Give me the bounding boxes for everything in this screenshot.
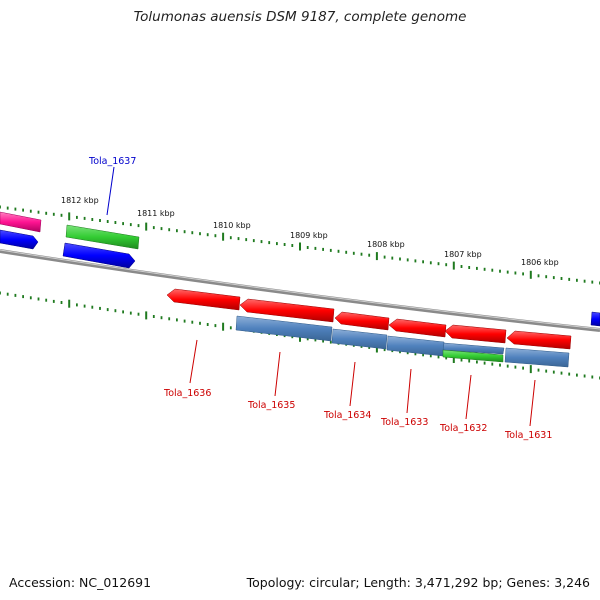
gene-labels: Tola_1637 Tola_1636 Tola_1635 Tola_1634 … (88, 156, 552, 441)
feature-tola-1635[interactable] (239, 298, 335, 323)
feature-blue-cds-left[interactable] (0, 229, 39, 250)
map-title: Tolumonas auensis DSM 9187, complete gen… (133, 9, 467, 25)
genome-backbone (0, 249, 600, 332)
forward-strand-features (0, 211, 140, 269)
feature-tola-1633[interactable] (388, 318, 447, 338)
label-tola-1636[interactable]: Tola_1636 (163, 388, 211, 399)
gene-tola-1631[interactable] (504, 347, 570, 368)
gene-tola-1635[interactable] (235, 315, 333, 342)
label-leaders (106, 166, 536, 427)
feature-blue-cds[interactable] (62, 242, 136, 269)
feature-tola-1634[interactable] (334, 311, 390, 331)
reverse-strand-features (166, 288, 600, 368)
label-tola-1632[interactable]: Tola_1632 (439, 423, 487, 434)
kbp-label-1812: 1812 kbp (61, 196, 99, 205)
kbp-label-1810: 1810 kbp (213, 221, 251, 230)
label-tola-1634[interactable]: Tola_1634 (323, 410, 371, 421)
feature-tola-1632[interactable] (444, 324, 507, 344)
kbp-label-1807: 1807 kbp (444, 250, 482, 259)
gene-tola-1634[interactable] (331, 328, 388, 350)
label-tola-1635[interactable]: Tola_1635 (247, 400, 295, 411)
kbp-label-1811: 1811 kbp (137, 209, 175, 218)
label-tola-1631[interactable]: Tola_1631 (504, 430, 552, 441)
topology-text: Topology: circular; Length: 3,471,292 bp… (246, 575, 590, 590)
gene-tola-1632[interactable] (442, 342, 505, 355)
feature-tola-1631[interactable] (506, 330, 572, 350)
label-tola-1637[interactable]: Tola_1637 (88, 156, 136, 167)
kbp-scale: 1812 kbp 1811 kbp 1810 kbp 1809 kbp 1808… (61, 196, 559, 267)
rna-tola-1632[interactable] (442, 349, 504, 363)
feature-tola-1636[interactable] (166, 288, 241, 311)
feature-blue-cds-right[interactable] (590, 311, 600, 327)
kbp-label-1808: 1808 kbp (367, 240, 405, 249)
outer-tick-track (0, 205, 600, 285)
feature-pink-cds[interactable] (0, 211, 42, 233)
feature-tola-1637-rna[interactable] (65, 224, 140, 250)
kbp-label-1806: 1806 kbp (521, 258, 559, 267)
kbp-label-1809: 1809 kbp (290, 231, 328, 240)
accession-text: Accession: NC_012691 (9, 575, 152, 590)
gene-tola-1633[interactable] (386, 335, 445, 357)
label-tola-1633[interactable]: Tola_1633 (380, 417, 428, 428)
